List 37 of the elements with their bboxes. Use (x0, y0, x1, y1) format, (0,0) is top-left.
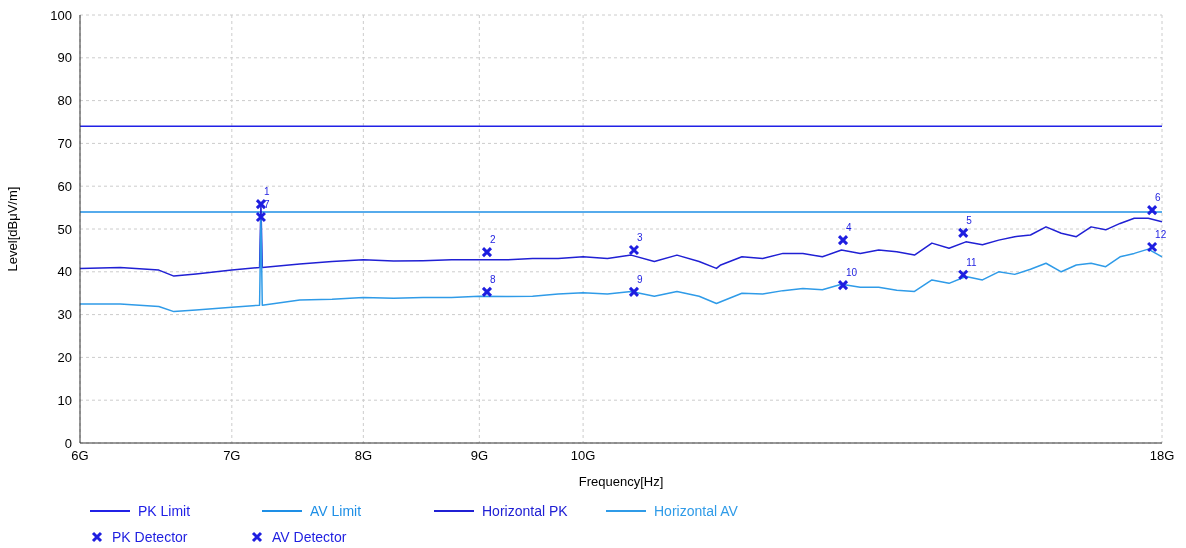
annotation: 8 (489, 273, 496, 285)
annotation: 6 (1155, 192, 1162, 204)
y-tick-label: 0 (64, 435, 72, 451)
annotation: 11 (966, 256, 978, 268)
legend-label: AV Limit (310, 503, 362, 519)
x-tick-label: 7G (223, 448, 241, 464)
x-axis-title: Frequency[Hz] (578, 474, 664, 489)
y-tick-label: 30 (57, 307, 72, 323)
x-tick-label: 18G (1149, 448, 1175, 464)
x-tick-label: 8G (354, 448, 372, 464)
y-tick-label: 60 (57, 178, 72, 194)
annotation: 4 (846, 222, 853, 234)
y-tick-label: 80 (57, 93, 72, 109)
x-tick-label: 6G (71, 448, 89, 464)
y-tick-label: 10 (57, 392, 72, 408)
y-axis-title: Level[dBμV/m] (4, 186, 20, 272)
legend-label: Horizontal AV (654, 503, 738, 519)
x-tick-label: 10G (570, 448, 596, 464)
annotation: 5 (966, 214, 973, 226)
annotation: 1 (263, 186, 270, 198)
annotation: 3 (636, 231, 643, 243)
y-tick-label: 50 (57, 221, 72, 237)
annotation: 10 (846, 267, 858, 279)
x-tick-label: 9G (470, 448, 489, 464)
annotation: 2 (489, 234, 496, 246)
annotation: 7 (263, 199, 270, 211)
legend-label: PK Detector (112, 529, 188, 545)
y-tick-label: 90 (57, 50, 72, 66)
y-tick-label: 70 (57, 136, 72, 152)
annotation: 9 (636, 273, 643, 285)
legend-label: AV Detector (272, 529, 347, 545)
legend-label: Horizontal PK (482, 503, 568, 519)
y-tick-label: 40 (57, 264, 72, 280)
legend-label: PK Limit (138, 503, 191, 519)
y-tick-label: 20 (57, 350, 72, 366)
y-tick-label: 100 (50, 7, 72, 23)
annotation: 12 (1155, 228, 1167, 240)
